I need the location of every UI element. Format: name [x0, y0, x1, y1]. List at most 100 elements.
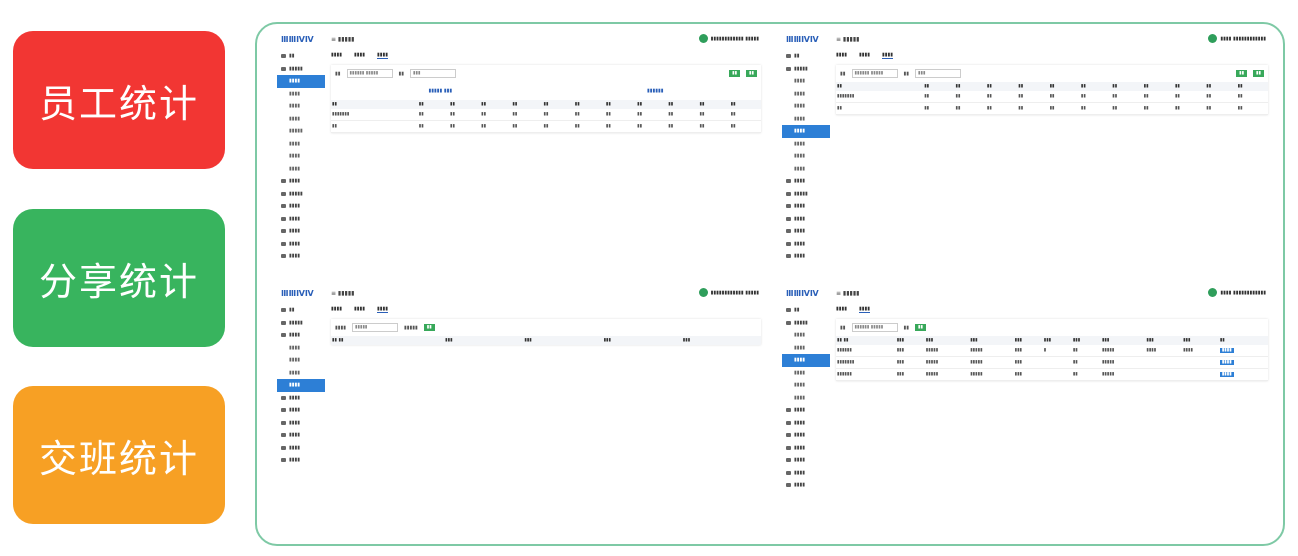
- sidebar-item[interactable]: ▮▮▮▮: [782, 163, 830, 176]
- sidebar-item[interactable]: ▮▮▮▮: [782, 88, 830, 101]
- action-button[interactable]: ▮▮: [729, 70, 741, 77]
- filter-input[interactable]: ▮▮▮▮▮▮ ▮▮▮▮▮: [851, 69, 898, 78]
- action-button[interactable]: ▮▮: [1253, 70, 1264, 77]
- breadcrumb[interactable]: ≡ ▮▮▮▮▮: [331, 290, 355, 297]
- sidebar-item[interactable]: ▮▮▮▮: [277, 88, 325, 101]
- sidebar-item[interactable]: ▮▮▮▮: [277, 379, 325, 392]
- breadcrumb[interactable]: ≡ ▮▮▮▮▮: [836, 36, 860, 43]
- sidebar-item[interactable]: ▮▮▮▮▮: [782, 188, 830, 201]
- sidebar-item[interactable]: ▮▮▮▮: [782, 404, 830, 417]
- row-action-link[interactable]: ▮▮▮▮: [1219, 360, 1234, 365]
- tab[interactable]: ▮▮▮▮: [859, 52, 871, 58]
- sidebar-item[interactable]: ▮▮▮▮: [277, 225, 325, 238]
- tab[interactable]: ▮▮▮▮: [354, 306, 366, 312]
- action-button[interactable]: ▮▮: [1236, 70, 1248, 77]
- filter-input[interactable]: ▮▮▮: [915, 69, 962, 78]
- sidebar-item[interactable]: ▮▮: [782, 50, 830, 63]
- sidebar-item[interactable]: ▮▮▮▮: [277, 354, 325, 367]
- action-button[interactable]: ▮▮: [423, 324, 435, 331]
- sidebar-item[interactable]: ▮▮▮▮: [782, 392, 830, 405]
- sidebar-item[interactable]: ▮▮▮▮: [782, 479, 830, 492]
- sidebar-item[interactable]: ▮▮▮▮: [277, 113, 325, 126]
- sidebar-item[interactable]: ▮▮▮▮: [782, 367, 830, 380]
- sidebar-item[interactable]: ▮▮: [277, 304, 325, 317]
- sidebar-item[interactable]: ▮▮▮▮: [782, 250, 830, 263]
- tab[interactable]: ▮▮▮▮: [836, 52, 848, 58]
- tab[interactable]: ▮▮▮▮: [836, 306, 848, 312]
- sidebar-item[interactable]: ▮▮▮▮: [277, 150, 325, 163]
- filter-input[interactable]: ▮▮▮▮▮▮ ▮▮▮▮▮: [346, 69, 393, 78]
- sidebar-item[interactable]: ▮▮▮▮▮: [277, 125, 325, 138]
- sidebar-item[interactable]: ▮▮▮▮: [277, 404, 325, 417]
- sidebar-item[interactable]: ▮▮▮▮: [782, 138, 830, 151]
- breadcrumb[interactable]: ≡ ▮▮▮▮▮: [836, 290, 860, 297]
- sidebar-item[interactable]: ▮▮▮▮: [277, 429, 325, 442]
- sidebar-item[interactable]: ▮▮▮▮: [277, 367, 325, 380]
- tab[interactable]: ▮▮▮▮: [354, 52, 366, 58]
- sidebar-item[interactable]: ▮▮▮▮: [277, 342, 325, 355]
- sidebar-item[interactable]: ▮▮▮▮: [782, 329, 830, 342]
- filter-input[interactable]: ▮▮▮▮▮▮ ▮▮▮▮▮: [851, 323, 898, 332]
- sidebar-item[interactable]: ▮▮▮▮: [277, 138, 325, 151]
- sidebar-item[interactable]: ▮▮▮▮: [277, 100, 325, 113]
- sidebar-item[interactable]: ▮▮▮▮: [277, 75, 325, 88]
- breadcrumb[interactable]: ≡ ▮▮▮▮▮: [331, 36, 355, 43]
- sidebar-item[interactable]: ▮▮▮▮: [782, 467, 830, 480]
- user-menu[interactable]: ▮▮▮▮▮▮▮▮▮▮▮▮ ▮▮▮▮▮: [698, 288, 759, 297]
- table-cell: ▮▮: [1142, 102, 1174, 115]
- sidebar-item[interactable]: ▮▮▮▮: [782, 442, 830, 455]
- sidebar-item[interactable]: ▮▮▮▮▮: [782, 317, 830, 330]
- sidebar-item[interactable]: ▮▮: [277, 50, 325, 63]
- sidebar-item[interactable]: ▮▮▮▮: [782, 354, 830, 367]
- sidebar-item[interactable]: ▮▮▮▮: [277, 392, 325, 405]
- sidebar-item[interactable]: ▮▮▮▮: [782, 175, 830, 188]
- sidebar-item[interactable]: ▮▮▮▮: [782, 417, 830, 430]
- sidebar-item[interactable]: ▮▮▮▮: [277, 442, 325, 455]
- menu-icon: [786, 445, 791, 450]
- tab[interactable]: ▮▮▮▮: [882, 52, 894, 59]
- tab[interactable]: ▮▮▮▮: [859, 306, 871, 313]
- sidebar-item[interactable]: ▮▮▮▮: [277, 163, 325, 176]
- tab[interactable]: ▮▮▮▮: [377, 52, 389, 59]
- sidebar-item[interactable]: ▮▮▮▮: [277, 454, 325, 467]
- sidebar-item[interactable]: ▮▮▮▮: [782, 200, 830, 213]
- sidebar-item[interactable]: ▮▮▮▮: [277, 417, 325, 430]
- sidebar-item[interactable]: ▮▮▮▮: [782, 150, 830, 163]
- sidebar-item[interactable]: ▮▮▮▮: [782, 342, 830, 355]
- action-button[interactable]: ▮▮: [746, 70, 757, 77]
- sidebar-item[interactable]: ▮▮▮▮: [782, 100, 830, 113]
- row-action-link[interactable]: ▮▮▮▮: [1219, 372, 1234, 377]
- table-cell: ▮▮: [954, 91, 986, 103]
- filter-input[interactable]: ▮▮▮: [410, 69, 457, 78]
- sidebar-item[interactable]: ▮▮▮▮: [277, 175, 325, 188]
- sidebar-item[interactable]: ▮▮▮▮: [277, 238, 325, 251]
- user-menu[interactable]: ▮▮▮▮ ▮▮▮▮▮▮▮▮▮▮▮▮: [1208, 34, 1266, 43]
- sidebar-item[interactable]: ▮▮▮▮▮: [277, 63, 325, 76]
- sidebar-item[interactable]: ▮▮▮▮: [782, 238, 830, 251]
- sidebar-item[interactable]: ▮▮▮▮: [782, 125, 830, 138]
- sidebar-item[interactable]: ▮▮▮▮: [782, 113, 830, 126]
- sidebar-item[interactable]: ▮▮▮▮: [782, 75, 830, 88]
- tab[interactable]: ▮▮▮▮: [331, 52, 343, 58]
- sidebar-item[interactable]: ▮▮▮▮: [782, 379, 830, 392]
- sidebar-item[interactable]: ▮▮▮▮: [782, 429, 830, 442]
- user-menu[interactable]: ▮▮▮▮▮▮▮▮▮▮▮▮ ▮▮▮▮▮: [698, 34, 759, 43]
- user-menu[interactable]: ▮▮▮▮ ▮▮▮▮▮▮▮▮▮▮▮▮: [1208, 288, 1266, 297]
- action-button[interactable]: ▮▮: [915, 324, 926, 331]
- tab[interactable]: ▮▮▮▮: [331, 306, 343, 312]
- sidebar-item[interactable]: ▮▮▮▮▮: [277, 188, 325, 201]
- tab[interactable]: ▮▮▮▮: [377, 306, 389, 313]
- sidebar-item[interactable]: ▮▮▮▮: [782, 225, 830, 238]
- sidebar-item[interactable]: ▮▮▮▮: [277, 329, 325, 342]
- sidebar-item[interactable]: ▮▮▮▮▮: [782, 63, 830, 76]
- sidebar-item[interactable]: ▮▮▮▮: [277, 250, 325, 263]
- row-action-link[interactable]: ▮▮▮▮: [1219, 348, 1234, 353]
- summary-row: ▮▮▮▮▮ ▮▮▮ ▮▮▮▮▮▮: [331, 82, 761, 100]
- sidebar-item[interactable]: ▮▮▮▮: [782, 213, 830, 226]
- sidebar-item[interactable]: ▮▮: [782, 304, 830, 317]
- sidebar-item[interactable]: ▮▮▮▮: [277, 200, 325, 213]
- sidebar-item[interactable]: ▮▮▮▮▮: [277, 317, 325, 330]
- sidebar-item[interactable]: ▮▮▮▮: [277, 213, 325, 226]
- sidebar-item[interactable]: ▮▮▮▮: [782, 454, 830, 467]
- filter-input[interactable]: ▮▮▮▮▮: [352, 323, 399, 332]
